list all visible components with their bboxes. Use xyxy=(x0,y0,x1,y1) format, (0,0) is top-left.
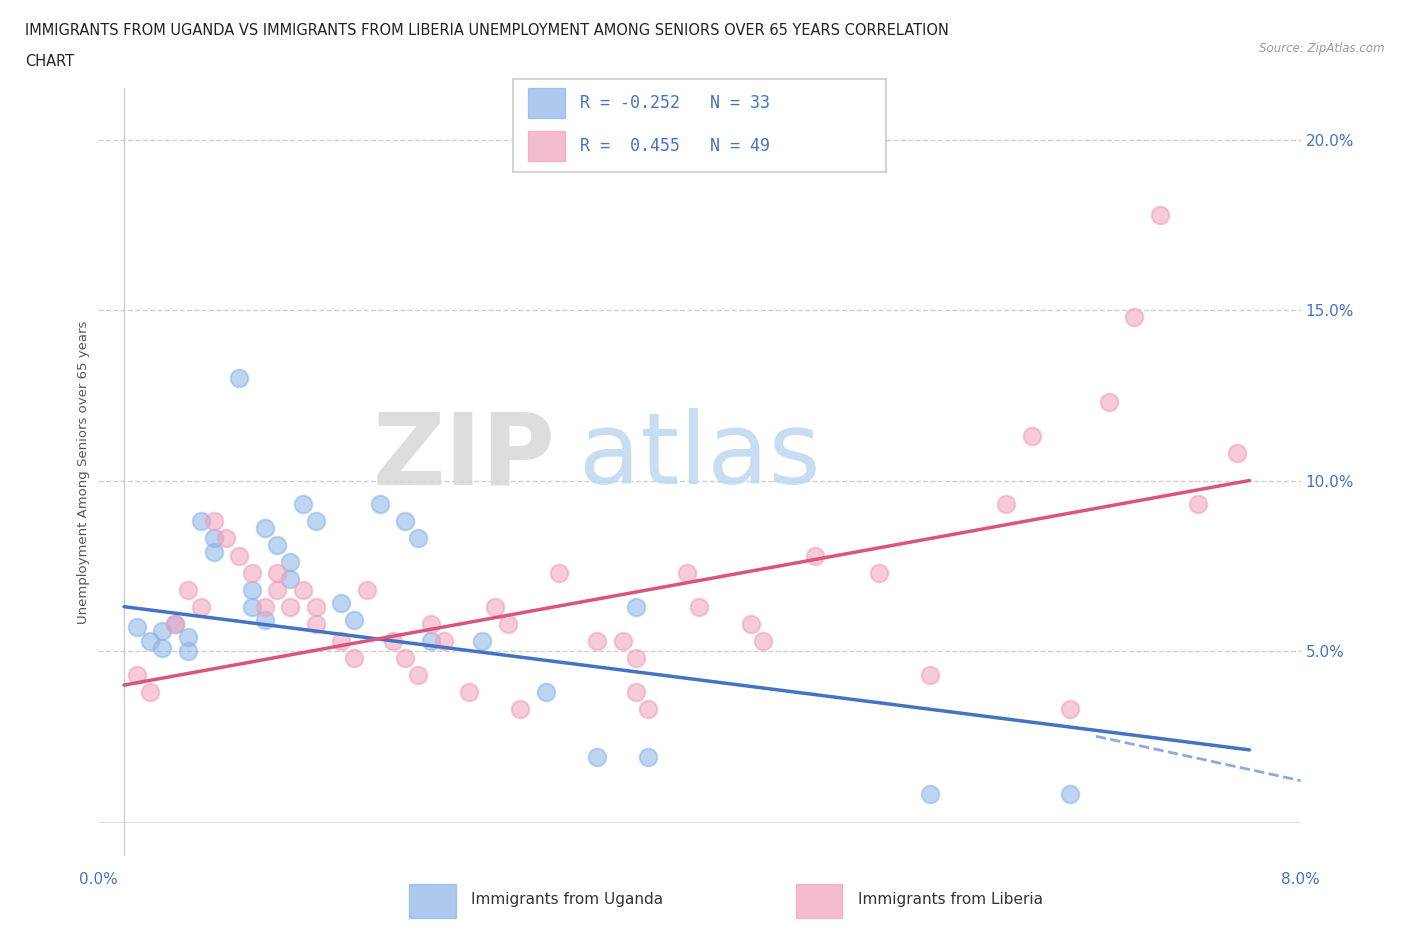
Point xyxy=(1059,787,1081,802)
Point xyxy=(419,633,441,648)
Point xyxy=(1123,310,1146,325)
Point xyxy=(612,633,634,648)
Text: 8.0%: 8.0% xyxy=(1281,872,1320,887)
Point xyxy=(266,538,288,552)
Point xyxy=(547,565,569,580)
Point xyxy=(202,545,225,560)
Text: 0.0%: 0.0% xyxy=(79,872,118,887)
Text: R =  0.455   N = 49: R = 0.455 N = 49 xyxy=(581,137,770,155)
Point xyxy=(305,599,328,614)
Point xyxy=(330,596,353,611)
Text: Immigrants from Uganda: Immigrants from Uganda xyxy=(471,892,664,908)
Point xyxy=(125,668,148,683)
Point xyxy=(253,613,276,628)
Point xyxy=(278,572,301,587)
Point xyxy=(292,582,315,597)
Point xyxy=(752,633,775,648)
Point xyxy=(266,565,288,580)
Point xyxy=(868,565,890,580)
Point xyxy=(202,514,225,529)
Point xyxy=(190,514,212,529)
Point xyxy=(343,650,366,665)
Point xyxy=(637,750,659,764)
Text: R = -0.252   N = 33: R = -0.252 N = 33 xyxy=(581,94,770,113)
Point xyxy=(165,617,187,631)
Point xyxy=(675,565,697,580)
Point xyxy=(138,633,160,648)
Text: Source: ZipAtlas.com: Source: ZipAtlas.com xyxy=(1260,42,1385,55)
Point xyxy=(586,750,609,764)
FancyBboxPatch shape xyxy=(529,131,565,161)
Point xyxy=(1021,429,1043,444)
Point xyxy=(266,582,288,597)
Point xyxy=(343,613,366,628)
Point xyxy=(624,650,647,665)
FancyBboxPatch shape xyxy=(529,88,565,118)
Point xyxy=(177,644,200,658)
Point xyxy=(918,787,941,802)
Point xyxy=(368,497,391,512)
Point xyxy=(150,623,173,638)
Point xyxy=(419,617,441,631)
Text: atlas: atlas xyxy=(579,408,821,505)
Point xyxy=(918,668,941,683)
Point xyxy=(253,521,276,536)
Point xyxy=(458,684,481,699)
Point xyxy=(381,633,404,648)
Point xyxy=(240,599,263,614)
Point xyxy=(305,514,328,529)
Point xyxy=(253,599,276,614)
Point xyxy=(240,582,263,597)
Point xyxy=(509,701,531,716)
Point xyxy=(496,617,519,631)
Text: ZIP: ZIP xyxy=(373,408,555,505)
Point xyxy=(394,650,416,665)
Point xyxy=(1149,207,1171,222)
Point xyxy=(165,617,187,631)
Point xyxy=(215,531,238,546)
Point xyxy=(637,701,659,716)
Text: IMMIGRANTS FROM UGANDA VS IMMIGRANTS FROM LIBERIA UNEMPLOYMENT AMONG SENIORS OVE: IMMIGRANTS FROM UGANDA VS IMMIGRANTS FRO… xyxy=(25,23,949,38)
Y-axis label: Unemployment Among Seniors over 65 years: Unemployment Among Seniors over 65 years xyxy=(77,320,90,624)
Point xyxy=(190,599,212,614)
Point xyxy=(202,531,225,546)
Point xyxy=(292,497,315,512)
Point xyxy=(740,617,762,631)
Point xyxy=(177,630,200,644)
Point xyxy=(394,514,416,529)
Point xyxy=(356,582,378,597)
Point xyxy=(586,633,609,648)
Point xyxy=(1187,497,1209,512)
Point xyxy=(484,599,506,614)
Point xyxy=(433,633,456,648)
Point xyxy=(240,565,263,580)
Text: Immigrants from Liberia: Immigrants from Liberia xyxy=(858,892,1043,908)
Point xyxy=(1226,445,1249,460)
Point xyxy=(228,548,250,563)
Point xyxy=(688,599,710,614)
Point xyxy=(1059,701,1081,716)
Point xyxy=(406,668,429,683)
Point xyxy=(138,684,160,699)
FancyBboxPatch shape xyxy=(796,884,842,918)
Point xyxy=(278,555,301,570)
Point xyxy=(125,619,148,634)
Point xyxy=(177,582,200,597)
Point xyxy=(803,548,825,563)
Text: CHART: CHART xyxy=(25,54,75,69)
Point xyxy=(228,371,250,386)
Point xyxy=(995,497,1018,512)
Point xyxy=(624,684,647,699)
Point xyxy=(1098,394,1121,409)
Point xyxy=(406,531,429,546)
Point xyxy=(305,617,328,631)
FancyBboxPatch shape xyxy=(409,884,456,918)
Point xyxy=(150,640,173,655)
Point xyxy=(534,684,557,699)
Point xyxy=(330,633,353,648)
Point xyxy=(471,633,494,648)
Point xyxy=(624,599,647,614)
Point xyxy=(278,599,301,614)
